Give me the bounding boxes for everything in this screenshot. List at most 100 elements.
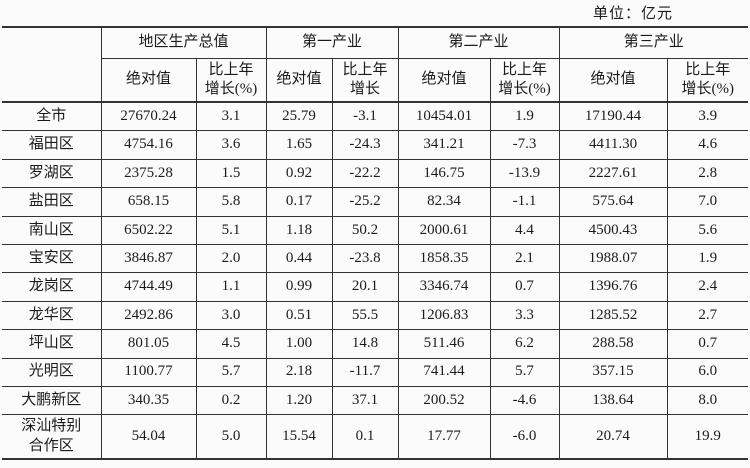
value-cell: 1100.77 xyxy=(100,357,197,387)
table-body: 全市 27670.24 3.1 25.79 -3.1 10454.01 1.9 17190.4… xyxy=(1,101,749,460)
gdp-by-district-table: 地区生产总值 第一产业 第二产业 第三产业 绝对值 比上年 增长(%) 绝对值 … xyxy=(1,26,749,461)
table-header: 地区生产总值 第一产业 第二产业 第三产业 绝对值 比上年 增长(%) 绝对值 … xyxy=(1,26,749,103)
col-group-secondary-industry: 第二产业 xyxy=(397,26,560,59)
value-cell: 4754.16 xyxy=(100,130,197,160)
value-cell: 2.7 xyxy=(666,300,749,331)
value-cell: 2.0 xyxy=(195,243,267,274)
value-cell: 658.15 xyxy=(100,187,197,217)
region-cell: 坪山区 xyxy=(1,329,102,359)
region-cell: 全市 xyxy=(1,101,102,132)
value-cell: 4.4 xyxy=(489,215,560,245)
region-cell: 罗湖区 xyxy=(1,158,102,189)
value-cell: 6502.22 xyxy=(100,215,197,245)
value-cell: 2.18 xyxy=(265,357,333,387)
value-cell: -13.9 xyxy=(489,158,560,189)
value-cell: -6.0 xyxy=(489,414,560,460)
col-group-primary-industry: 第一产业 xyxy=(265,26,399,59)
value-cell: 1396.76 xyxy=(558,272,668,302)
value-cell: 2492.86 xyxy=(100,300,197,331)
value-cell: 0.51 xyxy=(265,300,333,331)
value-cell: 340.35 xyxy=(100,385,197,416)
table-row: 福田区 4754.16 3.6 1.65 -24.3 341.21 -7.3 4411.30 4… xyxy=(1,130,749,160)
value-cell: 4.6 xyxy=(666,130,749,160)
value-cell: 2375.28 xyxy=(100,158,197,189)
value-cell: 2000.61 xyxy=(397,215,491,245)
value-cell: 6.2 xyxy=(489,329,560,359)
table-row: 龙岗区 4744.49 1.1 0.99 20.1 3346.74 0.7 1396.76 2.… xyxy=(1,272,749,302)
subheader-gdp-absolute: 绝对值 xyxy=(100,58,197,103)
table-row: 盐田区 658.15 5.8 0.17 -25.2 82.34 -1.1 575.64 7.0 xyxy=(1,187,749,217)
value-cell: 50.2 xyxy=(331,215,399,245)
value-cell: 1.20 xyxy=(265,385,333,416)
value-cell: 14.8 xyxy=(331,329,399,359)
subheader-secondary-absolute: 绝对值 xyxy=(397,58,491,103)
value-cell: 5.7 xyxy=(195,357,267,387)
value-cell: 2.8 xyxy=(666,158,749,189)
value-cell: 82.34 xyxy=(397,187,491,217)
subheader-primary-absolute: 绝对值 xyxy=(265,58,333,103)
value-cell: 1.1 xyxy=(195,272,267,302)
value-cell: 0.2 xyxy=(195,385,267,416)
value-cell: 341.21 xyxy=(397,130,491,160)
table-row: 南山区 6502.22 5.1 1.18 50.2 2000.61 4.4 4500.43 5.… xyxy=(1,215,749,245)
value-cell: 1988.07 xyxy=(558,243,668,274)
value-cell: -1.1 xyxy=(489,187,560,217)
table-row: 罗湖区 2375.28 1.5 0.92 -22.2 146.75 -13.9 2227.61… xyxy=(1,158,749,189)
value-cell: -4.6 xyxy=(489,385,560,416)
value-cell: 3346.74 xyxy=(397,272,491,302)
table-row: 坪山区 801.05 4.5 1.00 14.8 511.46 6.2 288.58 0.7 xyxy=(1,329,749,359)
header-group-row: 地区生产总值 第一产业 第二产业 第三产业 xyxy=(1,26,749,103)
value-cell: 0.44 xyxy=(265,243,333,274)
value-cell: 3.1 xyxy=(195,101,267,132)
value-cell: -3.1 xyxy=(331,101,399,132)
region-cell: 福田区 xyxy=(1,130,102,160)
value-cell: 0.1 xyxy=(331,414,399,460)
value-cell: -22.2 xyxy=(331,158,399,189)
region-cell: 龙岗区 xyxy=(1,272,102,302)
value-cell: 3.9 xyxy=(666,101,749,132)
value-cell: 55.5 xyxy=(331,300,399,331)
value-cell: 1.9 xyxy=(489,101,560,132)
value-cell: 3.0 xyxy=(195,300,267,331)
value-cell: 27670.24 xyxy=(100,101,197,132)
value-cell: -7.3 xyxy=(489,130,560,160)
value-cell: 0.7 xyxy=(666,329,749,359)
value-cell: 511.46 xyxy=(397,329,491,359)
value-cell: 5.0 xyxy=(195,414,267,460)
region-cell: 盐田区 xyxy=(1,187,102,217)
value-cell: 5.8 xyxy=(195,187,267,217)
value-cell: -11.7 xyxy=(331,357,399,387)
region-cell: 深汕特别 合作区 xyxy=(1,414,102,460)
region-cell: 宝安区 xyxy=(1,243,102,274)
value-cell: 0.99 xyxy=(265,272,333,302)
value-cell: 10454.01 xyxy=(397,101,491,132)
table-row: 深汕特别 合作区 54.04 5.0 15.54 0.1 17.77 -6.0 20.74 19… xyxy=(1,414,749,460)
value-cell: 1858.35 xyxy=(397,243,491,274)
subheader-primary-growth: 比上年 增长 xyxy=(331,58,399,103)
value-cell: 0.7 xyxy=(489,272,560,302)
value-cell: 801.05 xyxy=(100,329,197,359)
value-cell: 0.17 xyxy=(265,187,333,217)
value-cell: 1.5 xyxy=(195,158,267,189)
value-cell: 20.1 xyxy=(331,272,399,302)
subheader-gdp-growth: 比上年 增长(%) xyxy=(195,58,267,103)
table-row: 大鹏新区 340.35 0.2 1.20 37.1 200.52 -4.6 138.64 8.0 xyxy=(1,385,749,416)
value-cell: 200.52 xyxy=(397,385,491,416)
value-cell: 3.6 xyxy=(195,130,267,160)
value-cell: 5.7 xyxy=(489,357,560,387)
value-cell: 17.77 xyxy=(397,414,491,460)
value-cell: 3.3 xyxy=(489,300,560,331)
value-cell: 25.79 xyxy=(265,101,333,132)
value-cell: 17190.44 xyxy=(558,101,668,132)
value-cell: 5.1 xyxy=(195,215,267,245)
value-cell: -24.3 xyxy=(331,130,399,160)
table-row: 全市 27670.24 3.1 25.79 -3.1 10454.01 1.9 17190.4… xyxy=(1,101,749,132)
col-group-tertiary-industry: 第三产业 xyxy=(558,26,749,59)
value-cell: 54.04 xyxy=(100,414,197,460)
value-cell: 288.58 xyxy=(558,329,668,359)
value-cell: 37.1 xyxy=(331,385,399,416)
value-cell: 4744.49 xyxy=(100,272,197,302)
table-row: 龙华区 2492.86 3.0 0.51 55.5 1206.83 3.3 1285.52 2.… xyxy=(1,300,749,331)
header-sub-row: 绝对值 比上年 增长(%) 绝对值 比上年 增长 绝对值 比上年 增长(%) 绝… xyxy=(2,58,749,103)
value-cell: 7.0 xyxy=(666,187,749,217)
